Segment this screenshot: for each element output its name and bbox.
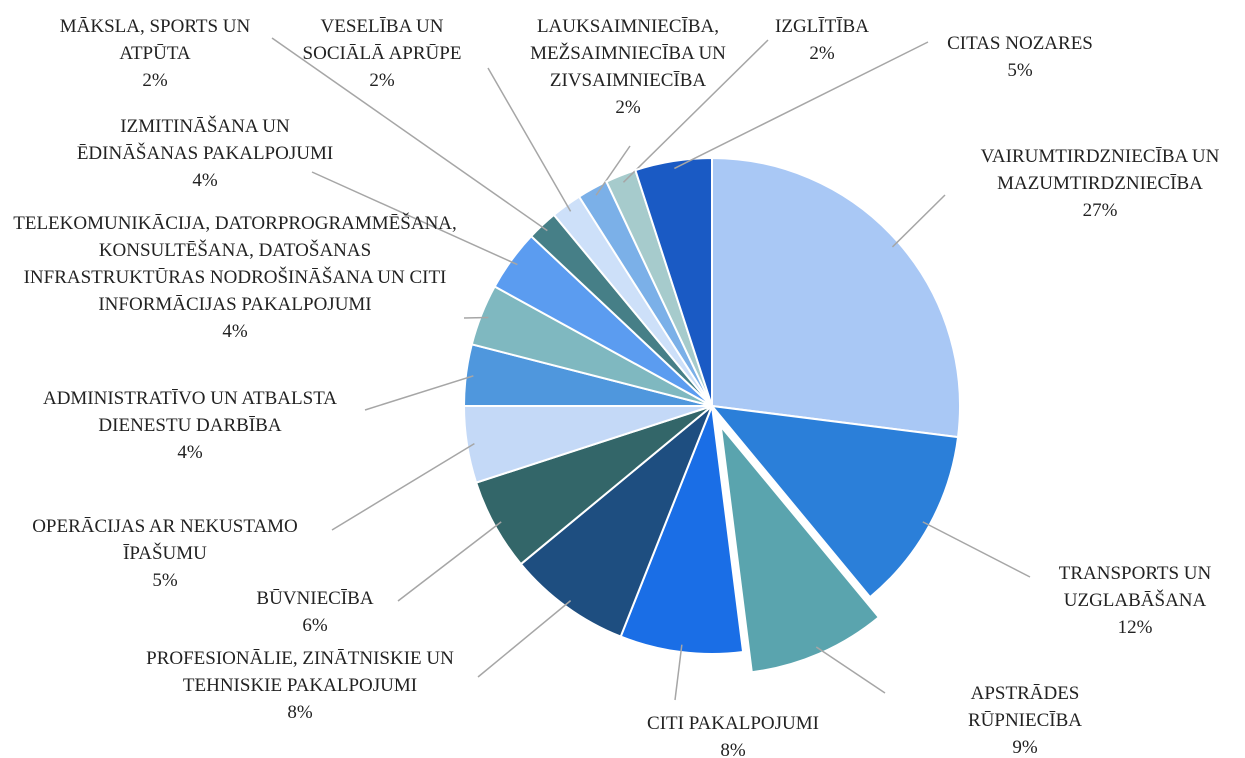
category-label: MĀKSLA, SPORTS UN ATPŪTA [59, 16, 251, 64]
leader-line [922, 521, 1031, 578]
value-label: 27% [1082, 200, 1118, 221]
value-label: 6% [302, 615, 328, 636]
value-label: 5% [1007, 60, 1033, 81]
leader-line [311, 171, 518, 266]
category-label: CITI PAKALPOJUMI [647, 713, 819, 734]
data-label: ADMINISTRATĪVO UN ATBALSTA DIENESTU DARB… [10, 385, 370, 466]
category-label: ADMINISTRATĪVO UN ATBALSTA DIENESTU DARB… [42, 388, 338, 436]
value-label: 5% [152, 570, 178, 591]
value-label: 4% [222, 321, 248, 342]
data-label: IZGLĪTĪBA 2% [762, 13, 882, 67]
pie-slice [634, 156, 713, 407]
data-label: VAIRUMTIRDZNIECĪBA UN MAZUMTIRDZNIECĪBA 2… [950, 143, 1245, 224]
category-label: CITAS NOZARES [947, 33, 1093, 54]
category-label: TELEKOMUNIKĀCIJA, DATORPROGRAMMĒŠANA, KO… [13, 213, 457, 315]
category-label: LAUKSAIMNIECĪBA, MEŽSAIMNIECĪBA UN ZIVSA… [530, 16, 726, 91]
leader-line [815, 646, 886, 694]
value-label: 12% [1117, 617, 1153, 638]
pie-slice [711, 156, 961, 439]
leader-line [891, 194, 946, 248]
data-label: LAUKSAIMNIECĪBA, MEŽSAIMNIECĪBA UN ZIVSA… [513, 13, 743, 121]
value-label: 2% [615, 97, 641, 118]
value-label: 8% [720, 740, 746, 758]
value-label: 4% [192, 170, 218, 191]
category-label: VESELĪBA UN SOCIĀLĀ APRŪPE [302, 16, 462, 64]
leader-line [487, 67, 572, 212]
pie-slice [719, 422, 881, 674]
category-label: VAIRUMTIRDZNIECĪBA UN MAZUMTIRDZNIECĪBA [980, 146, 1220, 194]
value-label: 9% [1012, 737, 1038, 758]
value-label: 2% [369, 70, 395, 91]
pie-slice [519, 405, 713, 638]
data-label: TRANSPORTS UN UZGLABĀŠANA 12% [1025, 560, 1245, 641]
category-label: PROFESIONĀLIE, ZINĀTNISKIE UN TEHNISKIE … [146, 648, 454, 696]
data-label: BŪVNIECĪBA 6% [240, 585, 390, 639]
category-label: APSTRĀDES RŪPNIECĪBA [967, 683, 1082, 731]
leader-line [397, 521, 502, 602]
leader-line [595, 145, 631, 196]
leader-line [477, 600, 572, 678]
data-label: CITAS NOZARES 5% [920, 30, 1120, 84]
data-label: CITI PAKALPOJUMI 8% [603, 710, 863, 758]
leader-line [331, 442, 475, 531]
leader-line [674, 644, 683, 701]
data-label: PROFESIONĀLIE, ZINĀTNISKIE UN TEHNISKIE … [120, 645, 480, 726]
data-label: VESELĪBA UN SOCIĀLĀ APRŪPE 2% [282, 13, 482, 94]
value-label: 8% [287, 702, 313, 723]
value-label: 4% [177, 442, 203, 463]
category-label: OPERĀCIJAS AR NEKUSTAMO ĪPAŠUMU [32, 516, 298, 564]
data-label: APSTRĀDES RŪPNIECĪBA 9% [925, 680, 1125, 758]
category-label: IZMITINĀŠANA UN ĒDINĀŠANAS PAKALPOJUMI [76, 116, 334, 164]
data-label: IZMITINĀŠANA UN ĒDINĀŠANAS PAKALPOJUMI 4% [65, 113, 345, 194]
leader-line [622, 39, 769, 183]
category-label: TRANSPORTS UN UZGLABĀŠANA [1058, 563, 1212, 611]
data-label: TELEKOMUNIKĀCIJA, DATORPROGRAMMĒŠANA, KO… [10, 210, 460, 345]
value-label: 2% [142, 70, 168, 91]
leader-line [674, 41, 929, 170]
leader-line [463, 316, 489, 319]
data-label: MĀKSLA, SPORTS UN ATPŪTA 2% [25, 13, 285, 94]
category-label: BŪVNIECĪBA [256, 588, 374, 609]
value-label: 2% [809, 43, 835, 64]
data-label: OPERĀCIJAS AR NEKUSTAMO ĪPAŠUMU 5% [5, 513, 325, 594]
leader-line [364, 375, 474, 411]
leader-line [271, 37, 548, 232]
category-label: IZGLĪTĪBA [775, 16, 869, 37]
